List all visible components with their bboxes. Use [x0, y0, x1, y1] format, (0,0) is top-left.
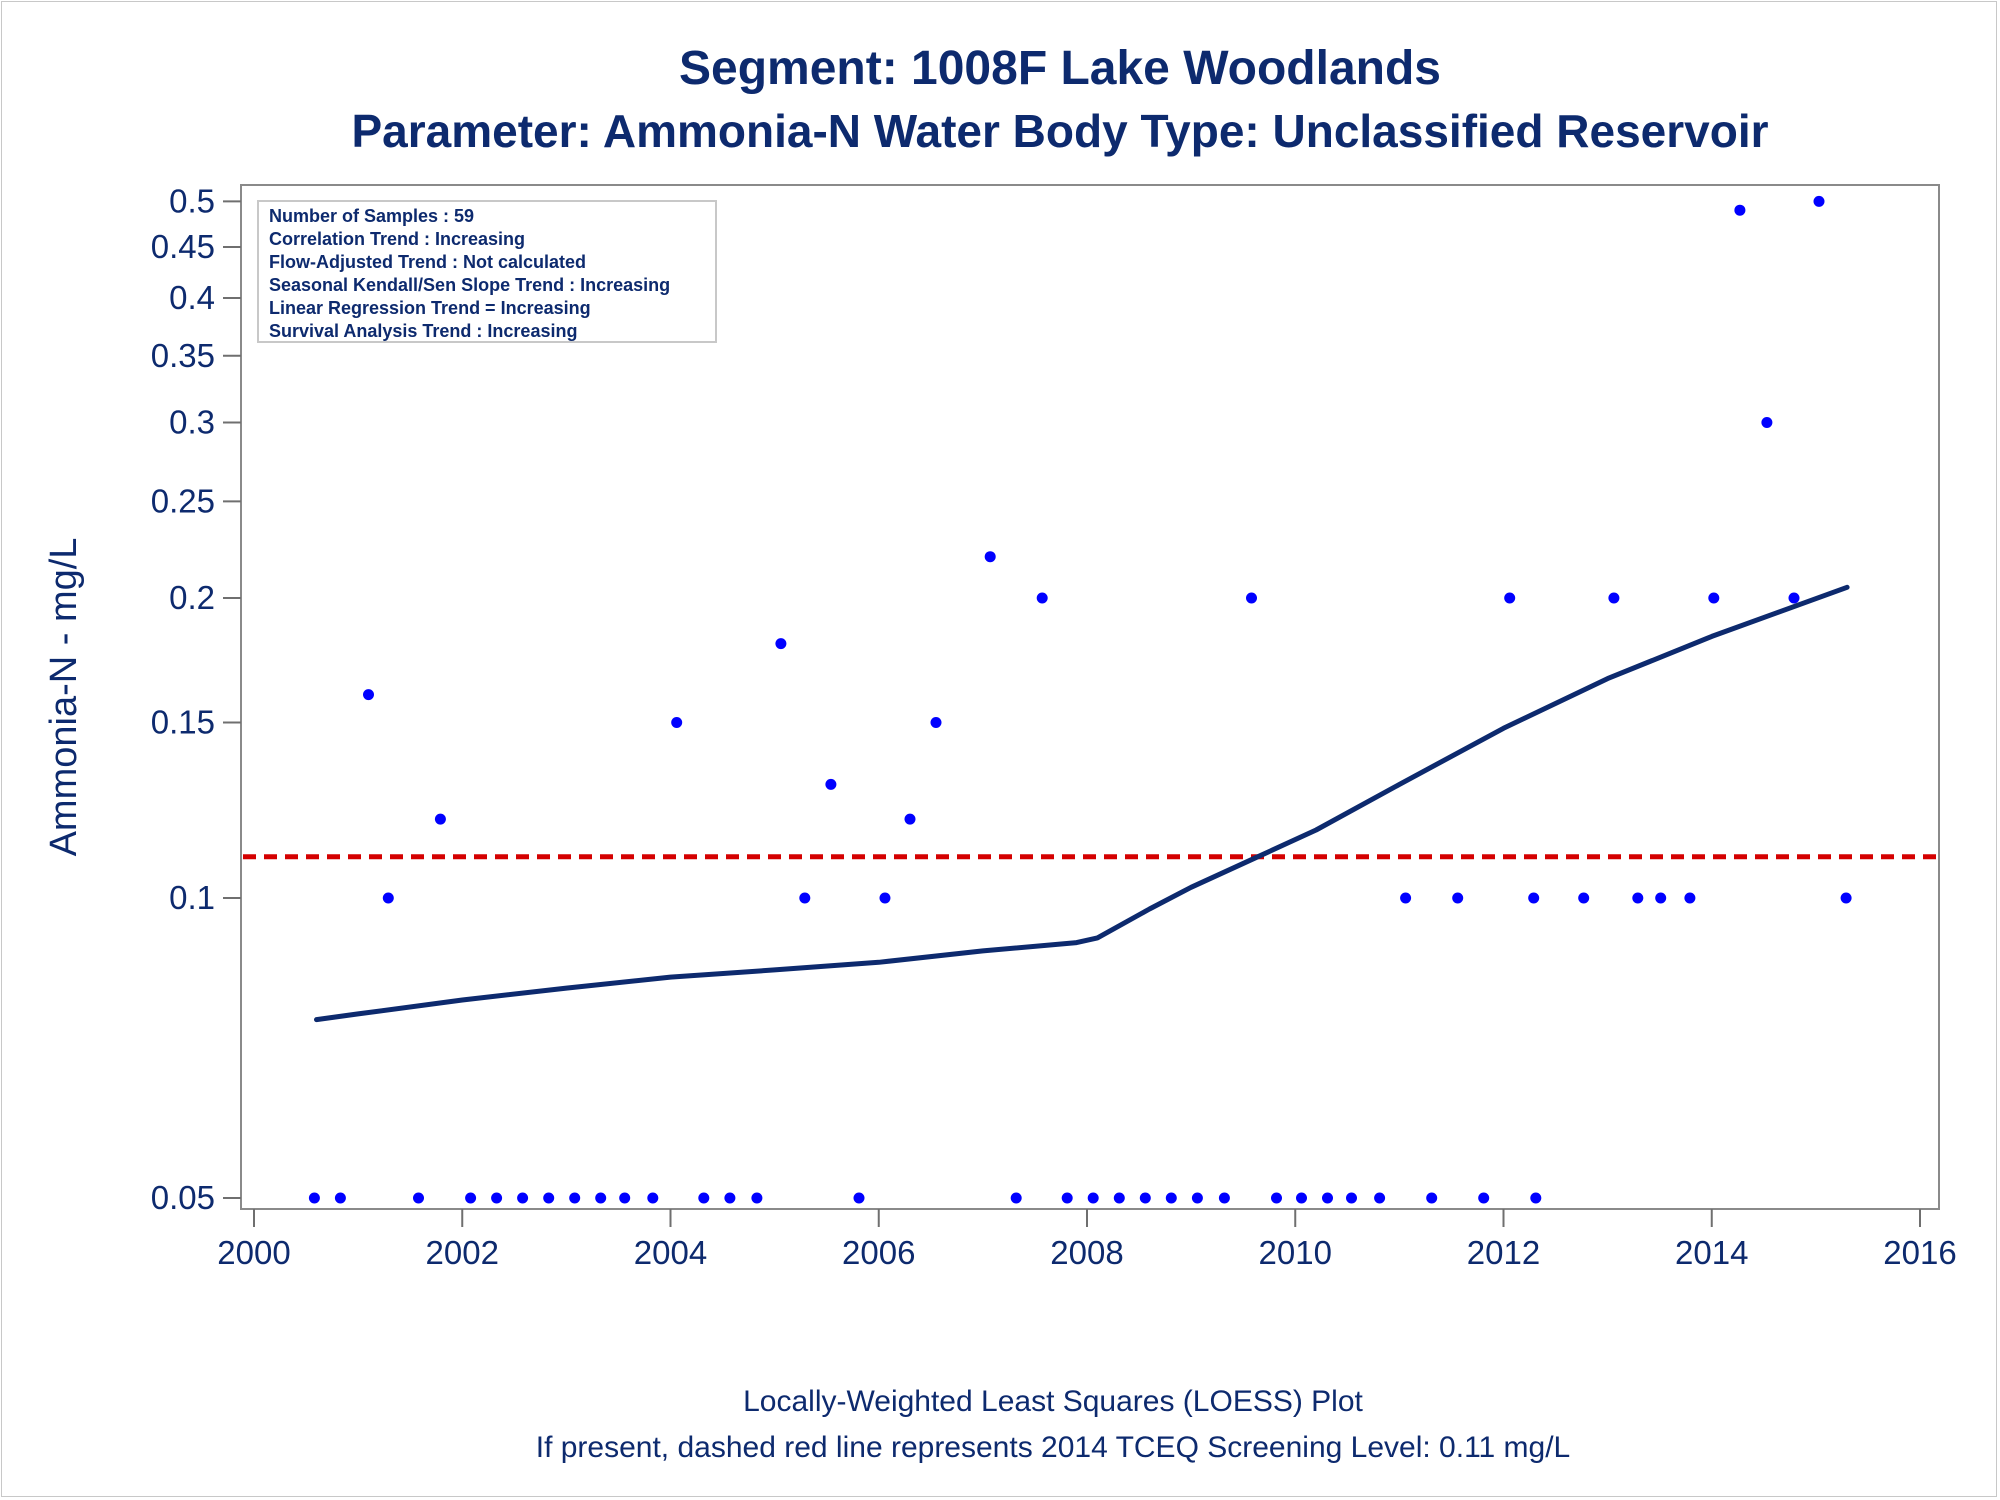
loess-series [314, 584, 1850, 1023]
data-point [1218, 1192, 1230, 1204]
data-point [930, 717, 942, 728]
data-point [1165, 1192, 1177, 1204]
chart-subtitle: Parameter: Ammonia-N Water Body Type: Un… [351, 105, 1768, 157]
data-point [413, 1192, 424, 1204]
data-point [1788, 592, 1800, 604]
data-point [1528, 892, 1540, 904]
data-point [595, 1192, 607, 1204]
data-point [543, 1192, 555, 1204]
stats-box-line: Correlation Trend : Increasing [269, 229, 525, 249]
stats-box-border [257, 200, 717, 343]
x-tick-label: 2000 [217, 1234, 290, 1271]
data-point [363, 689, 374, 701]
data-point [1708, 592, 1720, 604]
y-tick-label: 0.3 [169, 404, 215, 441]
y-tick-label: 0.4 [169, 279, 215, 316]
data-point [1840, 892, 1852, 904]
data-point [698, 1192, 710, 1204]
y-tick-label: 0.25 [151, 482, 215, 519]
data-point [1530, 1192, 1542, 1204]
data-point [1608, 592, 1620, 604]
sample-points-series [308, 195, 1852, 1204]
x-tick-label: 2010 [1259, 1234, 1332, 1271]
y-axis-label: Ammonia-N - mg/L [43, 538, 85, 857]
data-point [751, 1192, 763, 1204]
stats-box-line: Seasonal Kendall/Sen Slope Trend : Incre… [269, 275, 670, 295]
data-point [1087, 1192, 1099, 1204]
stats-box-line: Number of Samples : 59 [269, 206, 474, 226]
data-point [1036, 592, 1048, 604]
stats-box-line: Linear Regression Trend = Increasing [269, 298, 591, 318]
data-point [465, 1192, 477, 1204]
data-point [1346, 1192, 1357, 1204]
data-point [984, 551, 996, 563]
data-point [334, 1192, 346, 1204]
data-point [879, 892, 891, 904]
data-point [1684, 892, 1696, 904]
data-point [671, 717, 683, 728]
loess-line [314, 584, 1850, 1023]
data-point [434, 813, 446, 825]
data-point [1452, 892, 1464, 904]
x-tick-label: 2012 [1467, 1234, 1540, 1271]
x-axis: 2000 2002 2004 2006 2008 2010 2012 2014 2016 [217, 1209, 1957, 1271]
data-point [1139, 1192, 1151, 1204]
data-point [1761, 417, 1773, 428]
data-point [491, 1192, 503, 1204]
data-point [1191, 1192, 1203, 1204]
data-point [1010, 1192, 1022, 1204]
data-point [904, 813, 916, 825]
data-point [1655, 892, 1667, 904]
plot-area [240, 184, 1940, 1210]
x-tick-label: 2006 [842, 1234, 915, 1271]
stats-box-line: Survival Analysis Trend : Increasing [269, 321, 577, 341]
data-point [825, 778, 837, 790]
y-tick-label: 0.2 [169, 579, 215, 616]
data-point [1813, 195, 1825, 207]
data-point [775, 638, 787, 650]
y-tick-label: 0.45 [151, 228, 215, 265]
data-point [1113, 1192, 1125, 1204]
y-tick-label: 0.5 [169, 182, 215, 219]
x-tick-label: 2014 [1675, 1234, 1748, 1271]
data-point [1061, 1192, 1073, 1204]
data-point [382, 892, 394, 904]
data-point [647, 1192, 659, 1204]
y-tick-label: 0.35 [151, 337, 215, 374]
data-point [569, 1192, 581, 1204]
data-point [619, 1192, 631, 1204]
data-point [1374, 1192, 1386, 1204]
data-point [799, 892, 811, 904]
x-tick-label: 2016 [1883, 1234, 1956, 1271]
y-axis: 0.05 0.1 0.15 0.2 0.25 0.3 0.35 0.4 0.45 0.5 [151, 182, 241, 1216]
data-point [1734, 204, 1746, 216]
data-point [1632, 892, 1644, 904]
data-point [1426, 1192, 1438, 1204]
stats-box: Number of Samples : 59 Correlation Trend … [257, 200, 717, 343]
stats-box-line: Flow-Adjusted Trend : Not calculated [269, 252, 586, 272]
y-tick-label: 0.15 [151, 704, 215, 741]
footnote-screening-level: If present, dashed red line represents 2… [536, 1431, 1571, 1464]
data-point [1322, 1192, 1333, 1204]
data-point [1504, 592, 1516, 604]
y-tick-label: 0.05 [151, 1179, 215, 1216]
data-point [308, 1192, 320, 1204]
data-point [1578, 892, 1590, 904]
y-tick-label: 0.1 [169, 879, 215, 916]
x-tick-label: 2008 [1050, 1234, 1123, 1271]
chart-title: Segment: 1008F Lake Woodlands [679, 42, 1441, 95]
data-point [1296, 1192, 1307, 1204]
data-point [517, 1192, 529, 1204]
data-point [1478, 1192, 1490, 1204]
footnote-loess: Locally-Weighted Least Squares (LOESS) P… [743, 1385, 1363, 1418]
x-tick-label: 2004 [634, 1234, 707, 1271]
data-point [1400, 892, 1412, 904]
x-tick-label: 2002 [426, 1234, 499, 1271]
data-point [724, 1192, 736, 1204]
data-point [1246, 592, 1257, 604]
data-point [1271, 1192, 1282, 1204]
data-point [853, 1192, 865, 1204]
